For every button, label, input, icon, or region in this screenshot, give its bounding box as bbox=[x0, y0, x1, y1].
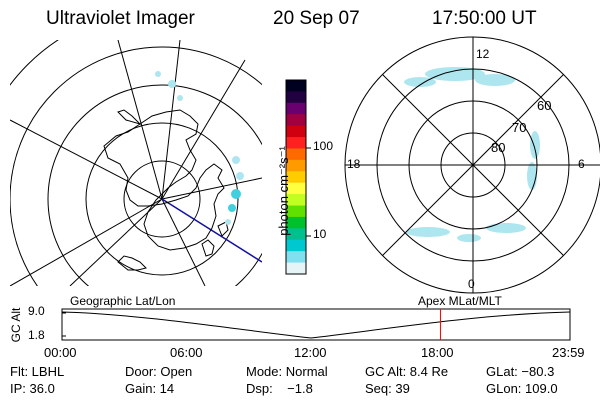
antarctic-peninsula bbox=[117, 109, 142, 126]
colorbar-cell bbox=[286, 102, 306, 115]
colorbar-cell bbox=[286, 228, 306, 241]
mlat-label-80: 80 bbox=[491, 140, 506, 155]
geo-lat-circle bbox=[10, 46, 262, 286]
geo-meridian bbox=[69, 198, 163, 286]
polar-aurora-emission bbox=[404, 67, 540, 242]
info-mode: Mode: Normal bbox=[246, 364, 328, 379]
timeline-xtick: 12:00 bbox=[294, 345, 327, 360]
mlat-label-70: 70 bbox=[512, 120, 527, 135]
geo-meridian bbox=[161, 59, 246, 200]
colorbar-tick-100: 100 bbox=[313, 139, 334, 153]
coast-island bbox=[217, 221, 229, 237]
antarctica-coastline bbox=[103, 109, 225, 251]
colorbar-cell bbox=[286, 171, 306, 184]
mlt-label-0: 0 bbox=[468, 277, 475, 291]
mlt-label-12: 12 bbox=[476, 47, 490, 61]
geo-meridian bbox=[161, 177, 262, 200]
colorbar-cell bbox=[286, 205, 306, 218]
instrument-title: Ultraviolet Imager bbox=[46, 8, 195, 29]
timeline-axis-label: GC Alt bbox=[9, 307, 23, 343]
mlt-label-18: 18 bbox=[347, 157, 361, 171]
geo-meridian bbox=[161, 198, 206, 286]
colorbar-cell bbox=[286, 216, 306, 229]
colorbar-cell bbox=[286, 159, 306, 172]
timeline-xtick: 18:00 bbox=[421, 345, 454, 360]
colorbar-cell bbox=[286, 239, 306, 252]
date-label: 20 Sep 07 bbox=[273, 8, 360, 29]
timeline-frame bbox=[61, 308, 571, 341]
geo-meridian bbox=[117, 40, 163, 200]
coast-island bbox=[201, 239, 215, 257]
colorbar-cell bbox=[286, 91, 306, 104]
colorbar-cell bbox=[286, 114, 306, 127]
info-door: Door: Open bbox=[125, 364, 193, 379]
gc-altitude-curve bbox=[61, 311, 571, 339]
colorbar-cell bbox=[286, 80, 306, 92]
info-gc-alt: GC Alt: 8.4 Re bbox=[365, 364, 449, 379]
info-glat: GLat: −80.3 bbox=[486, 364, 555, 379]
timeline-xtick: 06:00 bbox=[170, 345, 203, 360]
geo-lat-circle bbox=[123, 160, 201, 238]
info-ip: IP: 36.0 bbox=[10, 381, 55, 396]
colorbar-cell bbox=[286, 262, 306, 275]
apex-caption: Apex MLat/MLT bbox=[418, 294, 502, 308]
timeline-xtick: 00:00 bbox=[44, 345, 77, 360]
mlt-label-6: 6 bbox=[578, 157, 585, 171]
geo-meridian bbox=[161, 40, 181, 200]
geo-meridian bbox=[10, 198, 163, 286]
geo-meridian bbox=[10, 119, 163, 200]
info-glon: GLon: 109.0 bbox=[486, 381, 558, 396]
geo-aurora-emission bbox=[155, 71, 244, 225]
geo-caption: Geographic Lat/Lon bbox=[70, 294, 176, 308]
colorbar-tick-10: 10 bbox=[313, 227, 327, 241]
geo-lat-circle bbox=[47, 84, 262, 286]
timeline-xtick: 23:59 bbox=[552, 345, 585, 360]
coast-island bbox=[117, 255, 147, 271]
header: Ultraviolet Imager 20 Sep 07 17:50:00 UT bbox=[0, 8, 600, 32]
geo-meridian bbox=[161, 198, 262, 263]
timeline-ytick-high: 9.0 bbox=[28, 304, 45, 318]
colorbar-cell bbox=[286, 137, 306, 149]
mlat-label-60: 60 bbox=[537, 98, 552, 113]
info-filter: Flt: LBHL bbox=[10, 364, 65, 379]
colorbar-cell bbox=[286, 125, 306, 138]
geo-lat-circle bbox=[85, 122, 239, 276]
info-seq: Seq: 39 bbox=[365, 381, 410, 396]
timeline-ytick-low: 1.8 bbox=[28, 328, 45, 342]
colorbar-cell bbox=[286, 251, 306, 264]
colorbar-cell bbox=[286, 148, 306, 161]
colorbar-cell bbox=[286, 182, 306, 195]
mlt-line-diag bbox=[382, 74, 564, 256]
time-label: 17:50:00 UT bbox=[432, 8, 537, 29]
info-gain: Gain: 14 bbox=[125, 381, 175, 396]
colorbar-cell bbox=[286, 194, 306, 207]
info-dsp: Dsp: −1.8 bbox=[246, 381, 313, 396]
